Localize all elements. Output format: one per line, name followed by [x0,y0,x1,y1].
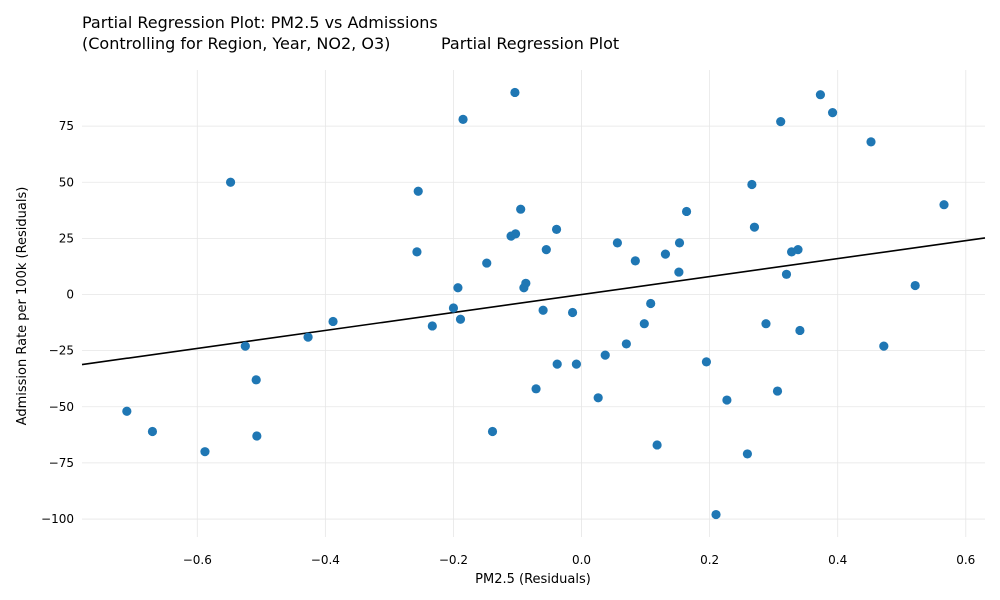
data-point [521,278,531,288]
data-point [487,426,498,437]
data-point [412,247,422,257]
chart-title-suffix: Partial Regression Plot [441,34,620,53]
x-tick-label: −0.6 [183,553,212,567]
y-tick-label: 50 [59,175,74,189]
data-point [795,325,805,336]
data-point [147,426,158,437]
chart-title-line-1: Partial Regression Plot: PM2.5 vs Admiss… [82,13,438,32]
data-point [200,447,210,457]
data-point [552,359,562,369]
data-point [612,238,622,248]
x-tick-label: 0.6 [956,553,975,567]
y-tick-label: 25 [59,231,74,245]
regression-line [81,237,986,366]
data-point [455,314,466,324]
data-point [681,206,692,217]
data-point [742,449,753,459]
data-point [448,303,459,313]
data-point [510,229,521,239]
data-point [541,245,551,255]
x-axis-label: PM2.5 (Residuals) [475,572,591,587]
y-axis-label: Admission Rate per 100k (Residuals) [15,187,30,426]
data-point [600,350,610,360]
data-point [510,87,520,98]
y-tick-label: 75 [59,119,74,133]
data-point [303,332,313,342]
data-point [781,269,792,279]
data-point [652,440,662,450]
data-point [482,258,492,268]
data-point [427,321,437,331]
x-tick-label: 0.0 [572,553,591,567]
data-point [240,341,250,351]
data-point [674,267,684,277]
data-point [674,238,685,248]
data-point [711,509,721,520]
y-tick-label: 0 [66,288,74,302]
data-point [531,384,541,394]
data-point [251,375,261,385]
data-point [516,204,526,214]
data-point [827,108,838,118]
data-point [252,431,262,441]
chart-title-line-2: (Controlling for Region, Year, NO2, O3) [82,34,391,53]
data-point [122,406,132,416]
data-point [815,90,826,100]
data-point [722,395,732,405]
data-point [621,339,631,349]
y-tick-label: −75 [49,456,74,470]
data-point [910,280,920,291]
x-tick-label: 0.4 [828,553,847,567]
data-point [453,283,463,293]
data-point [776,117,786,127]
data-point [793,245,803,255]
y-tick-label: −50 [49,400,74,414]
data-point [571,359,582,369]
data-point [551,224,562,235]
data-point [939,200,949,210]
data-point [646,298,656,309]
data-point [747,179,757,190]
data-point [567,307,578,318]
y-tick-label: −100 [41,512,74,526]
y-tick-label: −25 [49,344,74,358]
data-point [639,319,649,329]
data-point [660,249,671,259]
x-tick-label: −0.2 [439,553,468,567]
data-point [772,386,783,396]
x-tick-label: 0.2 [700,553,719,567]
data-point [879,341,889,351]
data-point [413,186,423,196]
data-point [225,177,236,187]
data-point [630,256,640,266]
data-point [458,114,468,124]
data-point [538,305,548,315]
data-point [749,222,760,232]
data-point [866,137,876,147]
data-point [593,393,603,403]
data-point [761,319,771,329]
x-tick-label: −0.4 [311,553,340,567]
data-point [701,357,712,367]
data-point [328,316,338,327]
